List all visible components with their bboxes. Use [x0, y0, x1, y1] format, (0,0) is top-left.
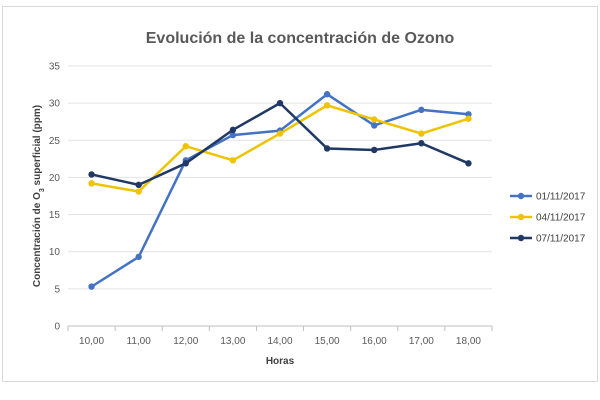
y-tick-label: 35 [49, 62, 61, 73]
x-tick-label: 14,00 [267, 336, 292, 347]
x-tick-label: 15,00 [315, 336, 340, 347]
data-point [465, 111, 472, 118]
legend-swatch-marker [517, 213, 525, 221]
data-point [323, 102, 331, 109]
y-axis-title-pre: Concentración de O [32, 192, 43, 287]
legend-item: 04/11/2017 [510, 213, 586, 224]
y-tick-label: 0 [54, 322, 60, 333]
x-tick-label: 18,00 [456, 336, 481, 347]
series-1 [88, 91, 472, 290]
data-point [371, 116, 378, 123]
data-point [229, 131, 237, 139]
data-point [88, 283, 95, 290]
x-tick-label: 17,00 [409, 336, 434, 347]
data-point [182, 160, 189, 167]
data-point [418, 130, 425, 137]
y-axis-title: Concentración de O3 superficial (ppm) [32, 105, 46, 287]
y-tick-label: 15 [49, 210, 61, 221]
y-axis-title-post: superficial (ppm) [32, 105, 43, 188]
series-line [90, 92, 469, 288]
data-point [135, 181, 142, 189]
legend-label: 01/11/2017 [536, 192, 586, 203]
data-point [418, 106, 425, 114]
x-tick-label: 13,00 [220, 336, 245, 347]
y-tick-label: 30 [49, 99, 61, 110]
legend-item: 01/11/2017 [510, 192, 586, 203]
data-point [182, 143, 189, 150]
data-point [135, 253, 142, 261]
data-point [465, 115, 472, 122]
chart-title: Evolución de la concentración de Ozono [145, 30, 455, 47]
data-point [371, 122, 378, 129]
data-point [418, 140, 425, 147]
data-point [323, 91, 331, 98]
x-tick-label: 12,00 [173, 336, 198, 347]
series-layer [88, 91, 472, 290]
legend: 01/11/2017 04/11/2017 07/11/2017 [510, 192, 586, 245]
y-tick-label: 20 [49, 173, 61, 184]
data-point [323, 145, 331, 152]
data-point [229, 157, 237, 164]
y-tick-label: 5 [54, 284, 60, 295]
data-point [88, 171, 95, 178]
y-tick-label: 10 [49, 247, 61, 258]
series-line [91, 101, 469, 187]
data-point [229, 126, 237, 134]
data-point [88, 180, 95, 187]
x-axis-title: Horas [266, 356, 295, 367]
x-tick-label: 11,00 [127, 336, 152, 347]
x-tick-label: 16,00 [362, 336, 387, 347]
data-point [465, 160, 472, 167]
y-tick-label: 25 [49, 136, 61, 147]
legend-label: 04/11/2017 [536, 213, 586, 224]
series-line [91, 104, 469, 193]
x-tick-labels: 10,00 11,00 12,00 13,00 14,00 15,00 16,00 17,00… [67, 326, 493, 347]
data-point [276, 130, 284, 137]
data-point [276, 99, 284, 107]
legend-swatch-marker [517, 234, 525, 242]
data-point [135, 188, 142, 195]
y-tick-labels: 0 5 10 15 20 25 30 35 [49, 62, 61, 333]
legend-label: 07/11/2017 [536, 234, 586, 245]
legend-item: 07/11/2017 [510, 234, 586, 245]
x-tick-label: 10,00 [79, 336, 104, 347]
data-point [371, 146, 378, 154]
y-axis-title-sub: 3 [39, 188, 46, 192]
series-3 [88, 99, 472, 189]
legend-swatch-marker [517, 192, 525, 200]
chart-frame [2, 6, 598, 382]
